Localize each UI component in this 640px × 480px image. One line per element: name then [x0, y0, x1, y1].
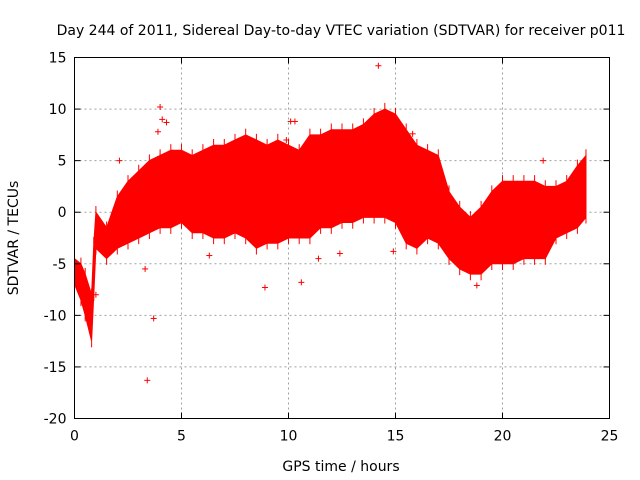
y-tick-label: -15 — [44, 360, 67, 376]
x-tick-label: 25 — [601, 429, 619, 445]
y-tick-label: -5 — [53, 257, 67, 273]
data-point-plus — [336, 250, 343, 257]
y-tick-label: 15 — [49, 51, 67, 67]
data-point-plus — [150, 315, 157, 322]
x-axis-label: GPS time / hours — [282, 459, 399, 475]
data-point-plus — [315, 255, 322, 262]
data-point-plus — [473, 282, 480, 289]
data-point-plus — [291, 118, 298, 125]
y-tick-label: 10 — [49, 102, 67, 118]
data-point-plus — [298, 279, 305, 286]
x-tick-label: 15 — [387, 429, 405, 445]
data-point-plus — [163, 119, 170, 126]
data-point-plus — [206, 252, 213, 259]
sdtvar-band — [74, 108, 587, 342]
y-axis-label: SDTVAR / TECUs — [6, 181, 22, 296]
data-point-plus — [157, 104, 164, 111]
data-point-plus — [540, 157, 547, 164]
data-point-plus — [92, 291, 99, 298]
data-point-plus — [390, 248, 397, 255]
data-point-plus — [142, 265, 149, 272]
data-point-plus — [375, 62, 382, 69]
plot-frame — [74, 57, 610, 419]
x-tick-label: 0 — [70, 429, 79, 445]
data-point-plus — [159, 116, 166, 123]
data-point-plus — [144, 377, 151, 384]
y-tick-label: -10 — [44, 308, 67, 324]
data-point-plus — [409, 130, 416, 137]
x-tick-label: 10 — [280, 429, 298, 445]
tick-layer: 0 5 10 15 20 25 -20 -15 -10 -5 0 5 10 15 — [44, 51, 619, 445]
data-point-plus — [157, 153, 164, 160]
chart-title: Day 244 of 2011, Sidereal Day-to-day VTE… — [57, 23, 626, 39]
data-point-plus — [116, 157, 123, 164]
data-point-plus — [283, 137, 290, 144]
y-tick-label: -20 — [44, 412, 67, 428]
x-tick-label: 5 — [177, 429, 186, 445]
data-layer — [74, 62, 587, 384]
data-point-plus — [261, 284, 268, 291]
x-tick-label: 20 — [494, 429, 512, 445]
y-tick-label: 0 — [58, 205, 67, 221]
y-tick-label: 5 — [58, 154, 67, 170]
data-point-plus — [154, 128, 161, 135]
